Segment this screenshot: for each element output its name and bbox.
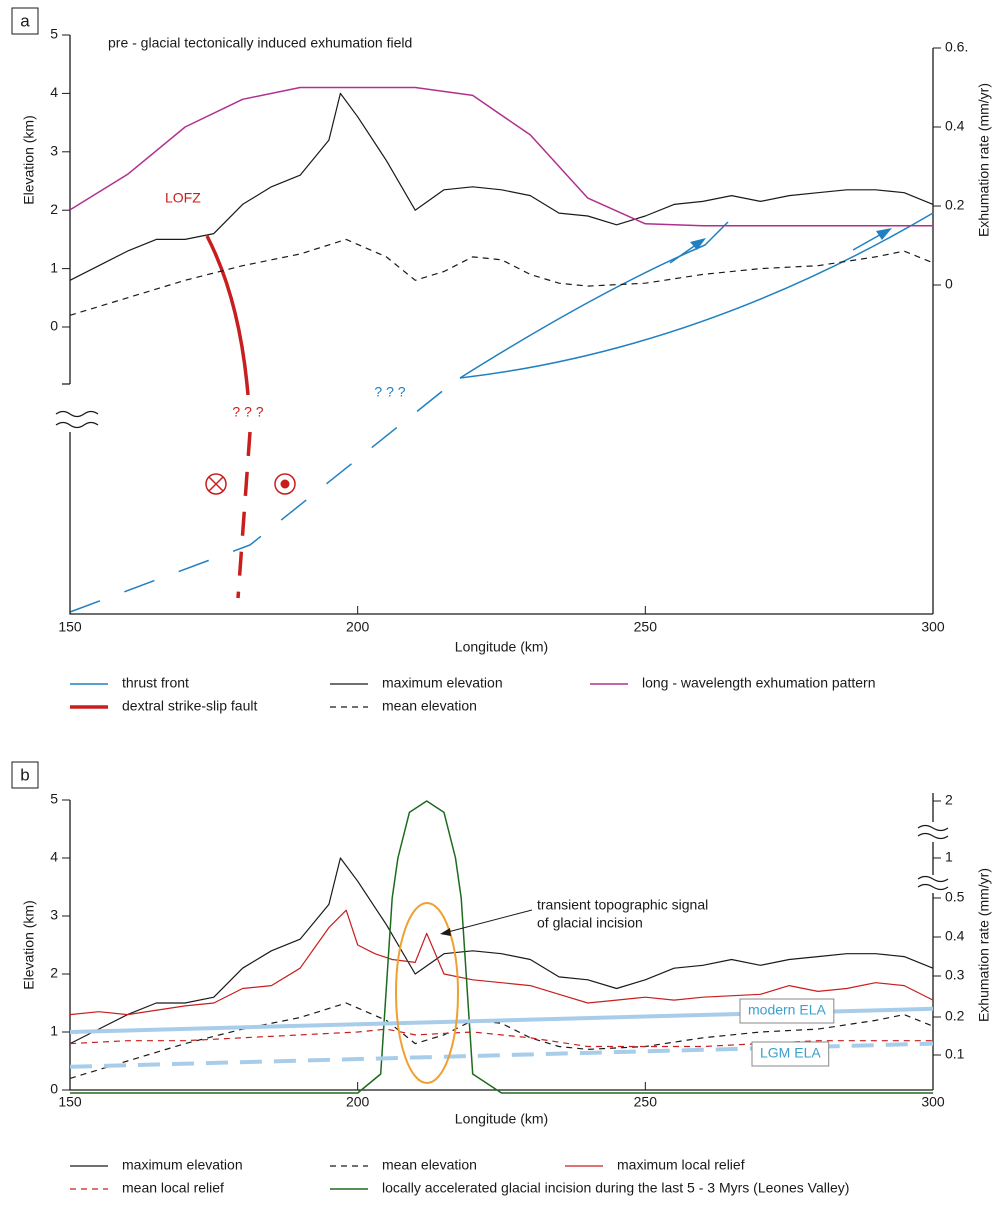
annotation: LOFZ xyxy=(165,190,201,206)
x-tick-label: 250 xyxy=(634,1094,658,1110)
y2-tick-label: 0.5 xyxy=(945,889,965,905)
y-axis-label: Elevation (km) xyxy=(21,900,37,989)
x-tick-label: 300 xyxy=(921,619,945,635)
legend-label: maximum local relief xyxy=(617,1157,745,1173)
line-label-box xyxy=(751,1041,830,1067)
line-label: modern ELA xyxy=(748,1002,826,1018)
out-of-page-symbol xyxy=(274,473,296,495)
thrust-arrow xyxy=(876,228,892,240)
highlight-ellipse xyxy=(395,902,459,1084)
annotation: of glacial incision xyxy=(537,915,643,931)
y-tick-label: 3 xyxy=(50,907,58,923)
y-tick-label: 1 xyxy=(50,259,58,275)
x-tick-label: 150 xyxy=(58,619,82,635)
y-tick-label: 0 xyxy=(50,1081,58,1097)
axis-break xyxy=(55,410,99,429)
x-axis-label: Longitude (km) xyxy=(455,639,548,655)
x-tick-label: 200 xyxy=(346,619,370,635)
y-tick-label: 4 xyxy=(50,84,58,100)
annotation: ? ? ? xyxy=(232,404,263,420)
axis-break xyxy=(917,824,949,891)
into-page-symbol xyxy=(205,473,227,495)
legend-label: long - wavelength exhumation pattern xyxy=(642,675,875,691)
legend-label: maximum elevation xyxy=(122,1157,243,1173)
into-page-symbol xyxy=(208,476,224,492)
fault xyxy=(205,235,250,396)
y2-tick-label: 0.2 xyxy=(945,197,965,213)
panel-label-box xyxy=(11,761,39,789)
panel-label: b xyxy=(20,765,29,784)
legend-label: thrust front xyxy=(122,675,189,691)
y2-tick-label: 0.6. xyxy=(945,39,968,55)
x-axis-label: Longitude (km) xyxy=(455,1111,548,1127)
y-tick-label: 1 xyxy=(50,1023,58,1039)
legend-label: locally accelerated glacial incision dur… xyxy=(382,1180,849,1196)
annotation: ? ? ? xyxy=(374,384,405,400)
y2-tick-label: 2 xyxy=(945,792,953,808)
y2-tick-label: 1 xyxy=(945,849,953,865)
y-tick-label: 3 xyxy=(50,143,58,159)
y2-tick-label: 0 xyxy=(945,276,953,292)
y-axis-label: Elevation (km) xyxy=(21,115,37,204)
annotation: transient topographic signal xyxy=(537,897,708,913)
y-tick-label: 2 xyxy=(50,965,58,981)
y2-axis-label: Exhumation rate (mm/yr) xyxy=(976,868,992,1022)
y-tick-label: 2 xyxy=(50,201,58,217)
panel-label-box xyxy=(11,7,39,35)
y2-tick-label: 0.4 xyxy=(945,928,965,944)
legend-label: mean elevation xyxy=(382,698,477,714)
y2-tick-label: 0.4 xyxy=(945,118,965,134)
out-of-page-symbol xyxy=(280,479,290,489)
panel-label: a xyxy=(20,11,30,30)
y2-tick-label: 0.2 xyxy=(945,1008,965,1024)
legend-label: mean local relief xyxy=(122,1180,224,1196)
annotation: pre - glacial tectonically induced exhum… xyxy=(108,35,412,51)
data-line xyxy=(70,800,933,1094)
y2-tick-label: 0.1 xyxy=(945,1046,965,1062)
y2-tick-label: 0.3 xyxy=(945,967,965,983)
y-tick-label: 5 xyxy=(50,791,58,807)
legend-label: dextral strike-slip fault xyxy=(122,698,257,714)
y2-axis-label: Exhumation rate (mm/yr) xyxy=(976,83,992,237)
data-line xyxy=(69,857,934,1045)
thrust-arrow xyxy=(690,238,706,250)
thrust xyxy=(69,384,451,613)
data-line xyxy=(69,92,934,281)
x-tick-label: 250 xyxy=(634,619,658,635)
axes xyxy=(62,35,934,615)
data-line xyxy=(69,86,933,227)
x-tick-label: 150 xyxy=(58,1094,82,1110)
annotation-arrow xyxy=(440,928,451,936)
line-label-box xyxy=(739,998,835,1024)
y-tick-label: 0 xyxy=(50,318,58,334)
legend-label: mean elevation xyxy=(382,1157,477,1173)
legend-label: maximum elevation xyxy=(382,675,503,691)
thrust xyxy=(459,221,729,379)
x-tick-label: 200 xyxy=(346,1094,370,1110)
thrust xyxy=(459,212,934,379)
x-tick-label: 300 xyxy=(921,1094,945,1110)
annotation-arrow xyxy=(443,909,533,934)
line-label: LGM ELA xyxy=(760,1045,821,1061)
schematic xyxy=(69,212,934,613)
data-line xyxy=(69,238,934,316)
y-tick-label: 4 xyxy=(50,849,58,865)
y-tick-label: 5 xyxy=(50,26,58,42)
fault xyxy=(236,431,252,599)
